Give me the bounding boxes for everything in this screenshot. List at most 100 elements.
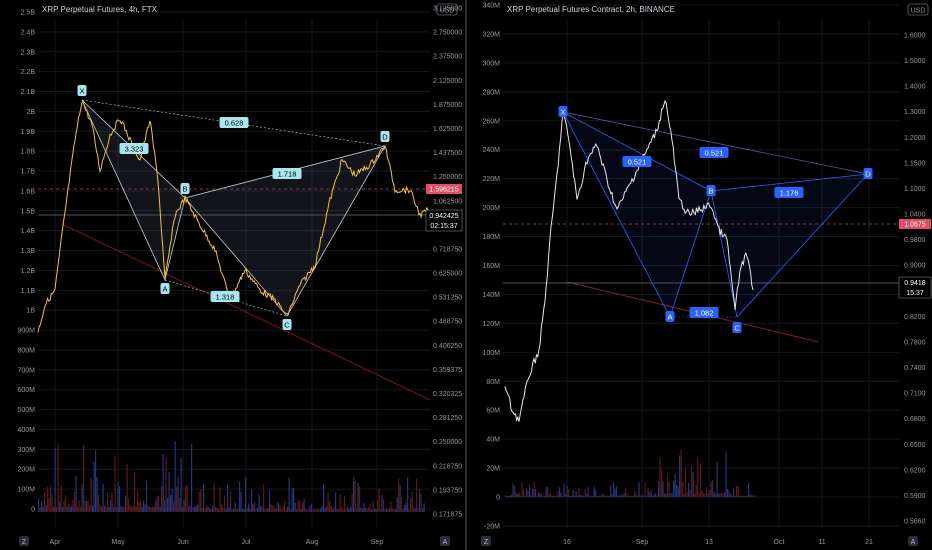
volume-bar [698,492,700,497]
volume-bar [608,495,610,497]
volume-bar [326,505,328,512]
volume-bar [360,507,362,512]
volume-bar [164,500,166,512]
volume-bar [378,488,380,512]
volume-bar [335,492,337,512]
volume-bar [712,480,714,497]
volume-bar [740,495,742,497]
volume-bar [144,504,146,512]
ratio-label: 1.318 [216,293,235,302]
volume-bar [389,509,391,512]
volume-bar [125,495,127,512]
right-axis-tick: 1.4000 [904,84,926,91]
volume-bar [628,495,630,497]
volume-bar [54,447,56,512]
volume-bar [383,499,385,512]
volume-bar [583,495,585,497]
volume-bar [297,501,299,512]
current-price-value: 0.9418 [904,280,926,287]
pattern-bcd [710,173,870,318]
volume-bar [282,506,284,512]
volume-bar [80,506,82,512]
volume-bar [725,452,727,497]
volume-bar [309,505,311,512]
volume-bar [249,509,251,512]
currency-badge[interactable] [907,3,929,16]
volume-bar [120,506,122,512]
auto-scale-icon[interactable] [440,536,450,546]
currency-badge[interactable] [436,3,458,16]
pattern-point-label: B [708,187,713,196]
ratio-label: 0.521 [628,158,647,167]
volume-bar [679,455,681,497]
x-axis-tick: 11 [818,539,825,546]
timezone-icon[interactable] [481,536,491,546]
dashed-level-tag [899,219,931,229]
ratio-label-box [622,156,652,167]
volume-bar [562,495,564,497]
countdown-value: 15:37 [906,290,924,297]
volume-bar [314,509,316,512]
right-axis-tick: 0.625000 [433,271,462,278]
volume-bar [185,486,187,512]
volume-bar [374,508,376,512]
volume-bar [685,468,687,497]
volume-bar [294,502,296,512]
volume-bar [701,490,703,497]
volume-bar [574,495,576,497]
volume-bar [300,508,302,512]
left-chart-panel[interactable]: X A B C D 0.628 3.323 1.718 1.318 XRP Perpetual… [0,0,465,550]
left-axis-tick: 1.5B [21,208,36,215]
volume-bar [182,506,184,512]
volume-bar [183,499,185,512]
volume-bar [179,497,181,512]
volume-bar [285,509,287,512]
volume-bar [255,509,257,512]
left-axis-tick: -20M [484,524,500,531]
volume-bar [351,493,353,512]
left-axis-tick: 120M [482,321,500,328]
svg-text:Z: Z [484,539,489,546]
right-axis-tick: 0.320325 [433,391,462,398]
right-axis-tick: 0.359375 [433,367,462,374]
volume-bar [647,488,649,497]
volume-bar [71,505,73,512]
right-chart-panel[interactable]: X A B C D 0.521 0.521 1.176 1.082 XRP Perpetual… [467,0,932,550]
left-axis-tick: 1.7B [21,169,36,176]
volume-bar [83,444,85,512]
volume-bar [200,489,202,512]
left-axis-tick: 160M [482,263,500,270]
volume-bar [377,500,379,512]
volume-bar [338,509,340,512]
left-axis-tick: 140M [482,292,500,299]
volume-bar [288,477,290,512]
volume-bar [324,507,326,512]
pattern-point-label: C [284,321,290,330]
currency-badge-label: USD [440,8,455,15]
timezone-icon[interactable] [19,536,29,546]
pattern-point-label: C [734,324,740,333]
volume-bar [713,491,715,497]
volume-bar [311,504,313,512]
volume-bar [243,509,245,512]
x-axis-tick: May [111,539,125,546]
panel-divider[interactable] [465,0,467,550]
left-chart-svg[interactable]: X A B C D 0.628 3.323 1.718 1.318 XRP Perpetual… [0,0,465,550]
volume-bar [344,495,346,512]
auto-scale-icon[interactable] [908,536,918,546]
ratio-label: 3.323 [125,145,144,154]
volume-bar [348,509,350,512]
volume-bar [619,495,621,497]
volume-bar [521,482,523,497]
volume-bar [635,493,637,497]
volume-bar [686,492,688,497]
right-axis-tick: 0.718750 [433,246,462,253]
left-axis-tick: 320M [482,31,500,38]
volume-bar [123,506,125,512]
volume-bar [641,495,643,497]
right-axis-tick: 3.125000 [433,6,462,13]
volume-bar [637,495,639,497]
right-chart-svg[interactable]: X A B C D 0.521 0.521 1.176 1.082 XRP Perpetual… [467,0,932,550]
volume-bar [536,495,538,497]
pattern-point-label: A [162,285,167,294]
